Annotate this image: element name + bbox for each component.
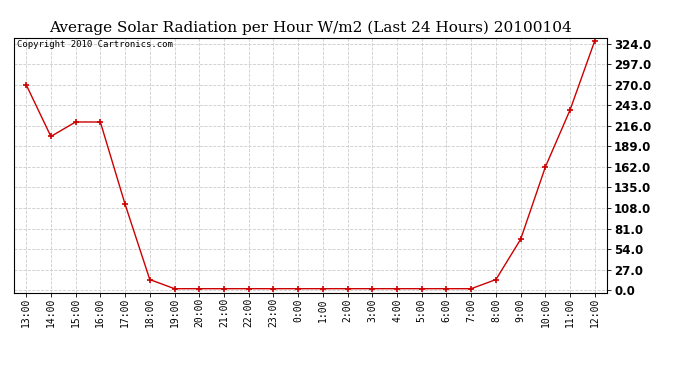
Title: Average Solar Radiation per Hour W/m2 (Last 24 Hours) 20100104: Average Solar Radiation per Hour W/m2 (L… xyxy=(49,21,572,35)
Text: Copyright 2010 Cartronics.com: Copyright 2010 Cartronics.com xyxy=(17,40,172,49)
